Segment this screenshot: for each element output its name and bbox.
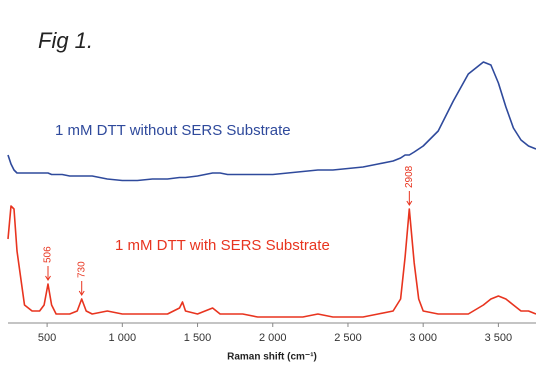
- series-line: [7, 61, 536, 182]
- series-line: [7, 205, 536, 318]
- x-tick-label: 500: [38, 332, 56, 344]
- series-label: 1 mM DTT without SERS Substrate: [55, 122, 291, 139]
- peak-label: 2908: [404, 165, 415, 188]
- x-tick-label: 1 500: [184, 332, 212, 344]
- peak-label: 506: [43, 246, 54, 263]
- x-tick-label: 1 000: [109, 332, 137, 344]
- peak-label: 730: [76, 261, 87, 278]
- x-axis-title: Raman shift (cm⁻¹): [227, 352, 317, 363]
- x-tick-label: 2 500: [334, 332, 362, 344]
- peak-arrowhead: [45, 275, 51, 281]
- x-tick-label: 2 000: [259, 332, 287, 344]
- peak-arrowhead: [406, 200, 413, 206]
- x-tick-label: 3 000: [409, 332, 437, 344]
- series-label: 1 mM DTT with SERS Substrate: [115, 237, 330, 254]
- chart-title: Fig 1.: [38, 28, 93, 53]
- x-tick-label: 3 500: [485, 332, 513, 344]
- peak-arrowhead: [78, 290, 85, 296]
